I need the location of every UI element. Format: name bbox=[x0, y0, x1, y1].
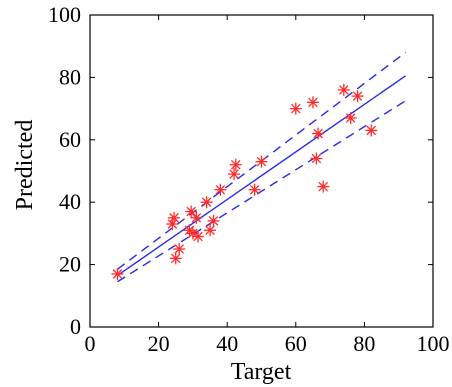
data-point bbox=[255, 155, 268, 168]
data-point bbox=[173, 243, 186, 255]
y-tick-label: 100 bbox=[48, 2, 81, 27]
x-axis-label: Target bbox=[231, 359, 292, 385]
data-point bbox=[204, 224, 217, 237]
data-point bbox=[168, 211, 181, 224]
data-point bbox=[337, 83, 350, 96]
data-point bbox=[306, 96, 319, 109]
x-tick-label: 20 bbox=[148, 331, 170, 356]
data-point bbox=[317, 180, 330, 193]
data-point bbox=[207, 214, 220, 227]
y-axis-label: Predicted bbox=[12, 120, 38, 211]
data-points bbox=[111, 83, 378, 280]
data-point bbox=[185, 205, 198, 218]
y-tick-label: 60 bbox=[59, 127, 81, 152]
axis-ticks bbox=[89, 14, 434, 328]
y-tick-label: 0 bbox=[70, 314, 81, 339]
y-tick-label: 40 bbox=[59, 189, 81, 214]
confidence-bound-line bbox=[117, 100, 406, 283]
x-tick-label: 100 bbox=[417, 331, 450, 356]
x-tick-labels: 0 20 40 60 80 100 bbox=[85, 331, 450, 356]
x-tick-label: 60 bbox=[285, 331, 307, 356]
x-tick-label: 0 bbox=[85, 331, 96, 356]
data-point bbox=[190, 211, 203, 224]
data-point bbox=[248, 183, 261, 196]
x-tick-label: 80 bbox=[353, 331, 375, 356]
data-point bbox=[289, 102, 302, 115]
data-point bbox=[229, 158, 242, 171]
data-point bbox=[344, 111, 357, 124]
data-point bbox=[214, 183, 227, 196]
regression-line bbox=[117, 75, 406, 277]
data-point bbox=[169, 252, 182, 265]
data-point bbox=[111, 267, 124, 280]
data-point bbox=[166, 218, 179, 231]
data-point bbox=[351, 90, 364, 103]
data-point bbox=[310, 152, 323, 165]
data-point bbox=[365, 124, 378, 137]
y-tick-label: 80 bbox=[59, 64, 81, 89]
plot-frame bbox=[89, 14, 434, 328]
y-tick-label: 20 bbox=[59, 252, 81, 277]
x-tick-label: 40 bbox=[216, 331, 238, 356]
data-point bbox=[192, 230, 205, 243]
data-point bbox=[228, 168, 241, 181]
data-point bbox=[312, 127, 325, 140]
data-point bbox=[200, 196, 213, 209]
y-tick-labels: 0 20 40 60 80 100 bbox=[48, 2, 81, 339]
